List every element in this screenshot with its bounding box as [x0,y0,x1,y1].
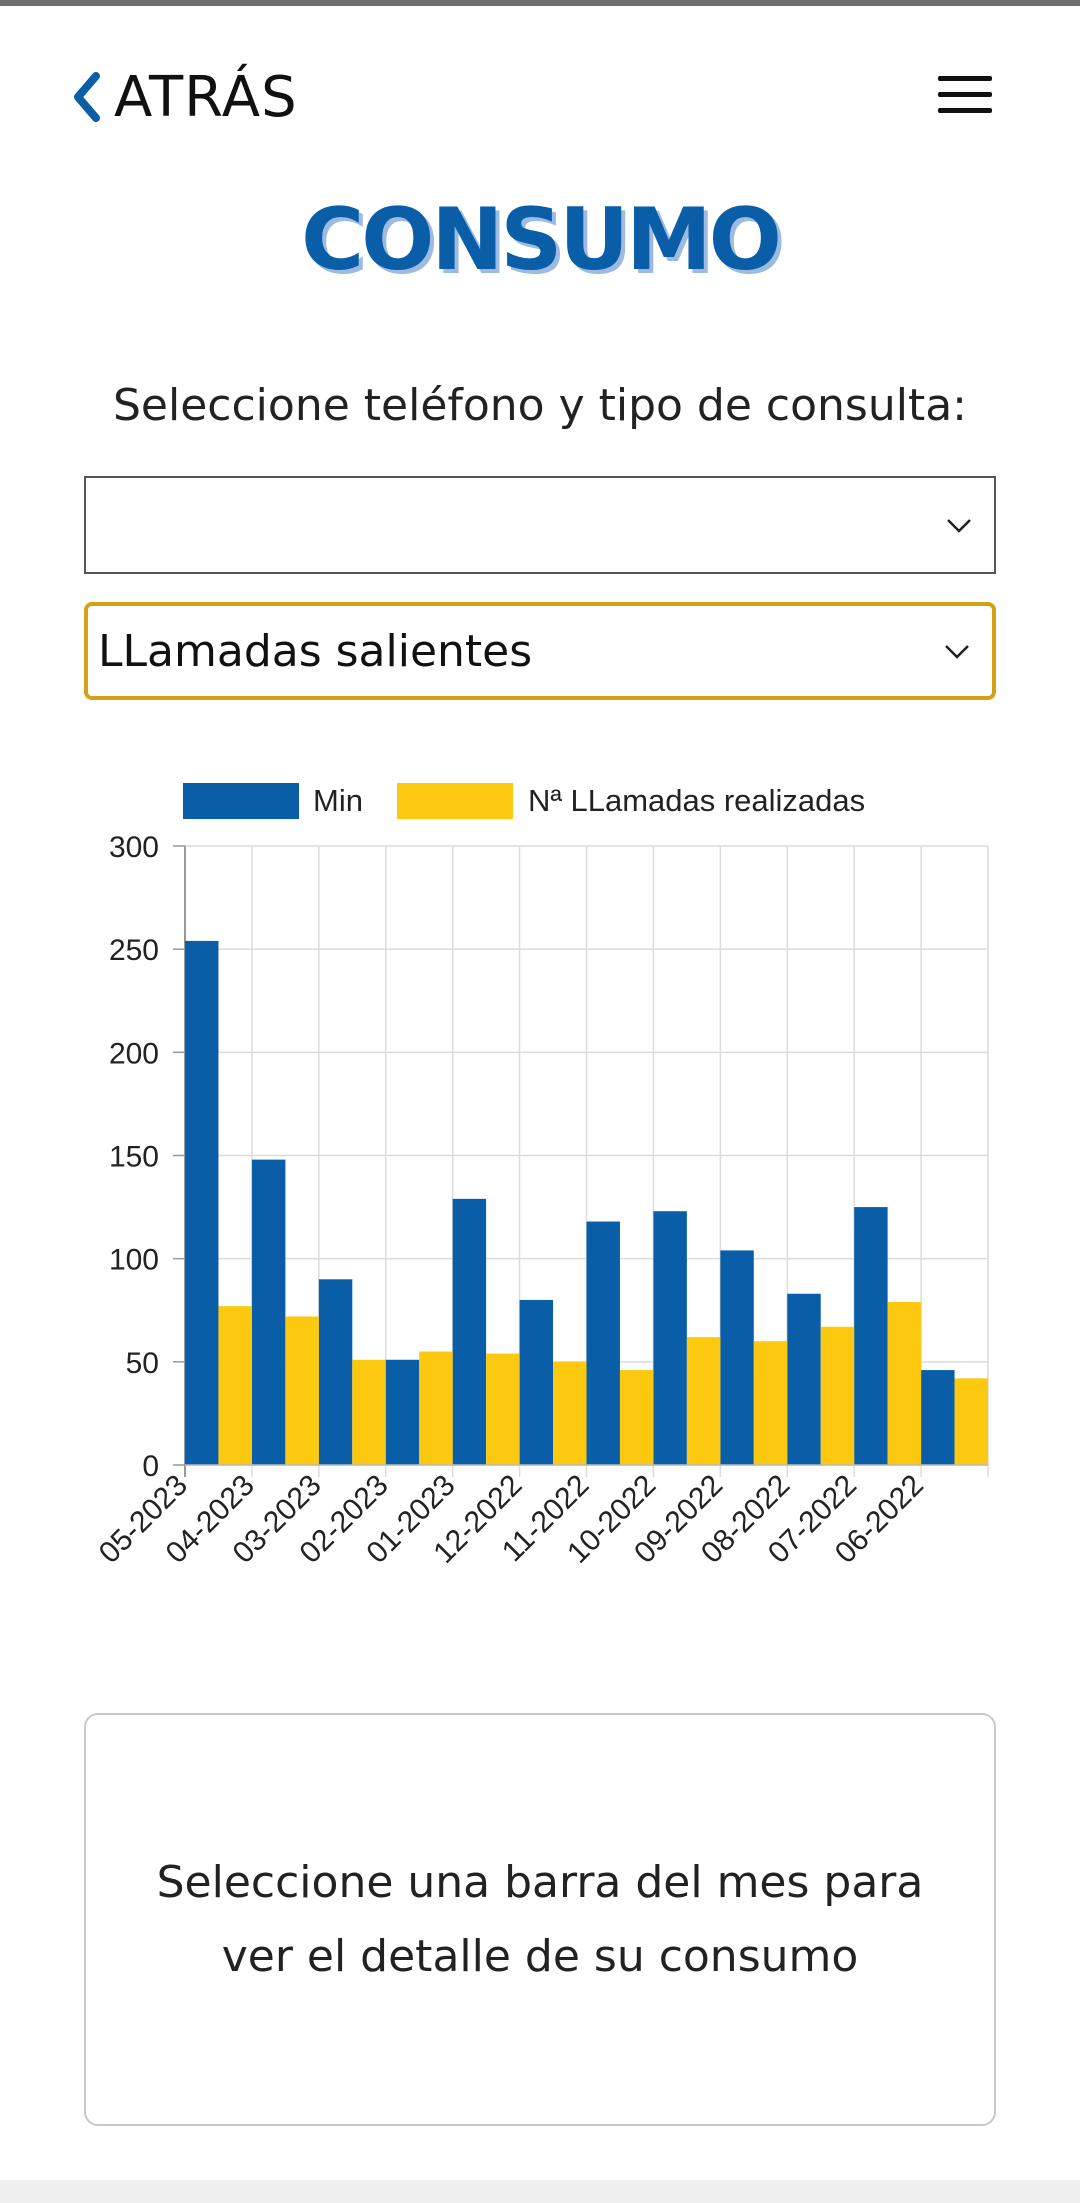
bar-calls-05-2023 [218,1306,252,1465]
bar-min-03-2023 [318,1279,353,1465]
y-tick-label: 250 [109,934,159,967]
legend-swatch-calls [397,783,513,819]
bar-min-08-2022 [787,1293,821,1465]
bar-min-05-2023 [185,940,219,1465]
bar-min-04-2023 [251,1159,286,1465]
bar-calls-12-2022 [553,1361,587,1465]
top-edge-bar [0,0,1080,6]
bar-calls-10-2022 [686,1337,721,1465]
bar-min-01-2023 [452,1198,487,1465]
y-tick-label: 100 [109,1244,159,1277]
query-type-value: LLamadas salientes [98,625,533,677]
detail-info-box: Seleccione una barra del mes para ver el… [84,1713,996,2126]
page-subtitle: Seleccione teléfono y tipo de consulta: [113,380,967,431]
legend-label-calls: Nª LLamadas realizadas [528,783,865,818]
phone-select[interactable] [84,476,996,574]
bar-min-07-2022 [854,1207,888,1465]
page-title: CONSUMO [301,190,782,290]
chevron-down-icon [945,645,969,659]
y-tick-label: 150 [109,1141,159,1174]
y-tick-label: 0 [142,1450,159,1483]
back-button[interactable]: ATRÁS [72,58,298,136]
bar-calls-03-2023 [352,1359,386,1465]
chevron-down-icon [947,519,971,533]
bar-min-09-2022 [720,1250,754,1465]
bar-calls-06-2022 [954,1378,988,1465]
bar-calls-04-2023 [285,1316,319,1465]
y-tick-label: 50 [126,1347,159,1380]
bar-calls-01-2023 [486,1353,520,1465]
y-tick-label: 200 [109,1037,159,1070]
bar-min-02-2023 [385,1359,420,1465]
hamburger-menu-icon[interactable] [938,72,996,118]
y-tick-label: 300 [109,831,159,864]
bar-calls-09-2022 [753,1341,788,1465]
bottom-strip [0,2180,1080,2203]
chevron-left-icon [74,72,100,122]
bar-calls-11-2022 [619,1370,654,1465]
bar-calls-07-2022 [887,1301,922,1465]
bar-calls-08-2022 [820,1326,855,1465]
consumption-chart: 0 50 100 150 200 250 300 05-2023 04-2023 03-2023 0… [0,760,1080,1620]
bar-min-06-2022 [921,1370,955,1465]
bar-chart-svg: 05010015020025030005-202304-202303-20230… [93,783,989,1570]
legend-label-min: Min [313,783,363,818]
bar-calls-02-2023 [419,1351,453,1465]
bar-min-12-2022 [519,1299,554,1465]
bar-min-10-2022 [653,1211,687,1465]
legend-swatch-min [183,783,299,819]
back-label: ATRÁS [114,64,298,130]
query-type-select[interactable]: LLamadas salientes [84,602,996,700]
bar-min-11-2022 [586,1221,620,1465]
detail-info-text: Seleccione una barra del mes para ver el… [156,1856,924,1982]
